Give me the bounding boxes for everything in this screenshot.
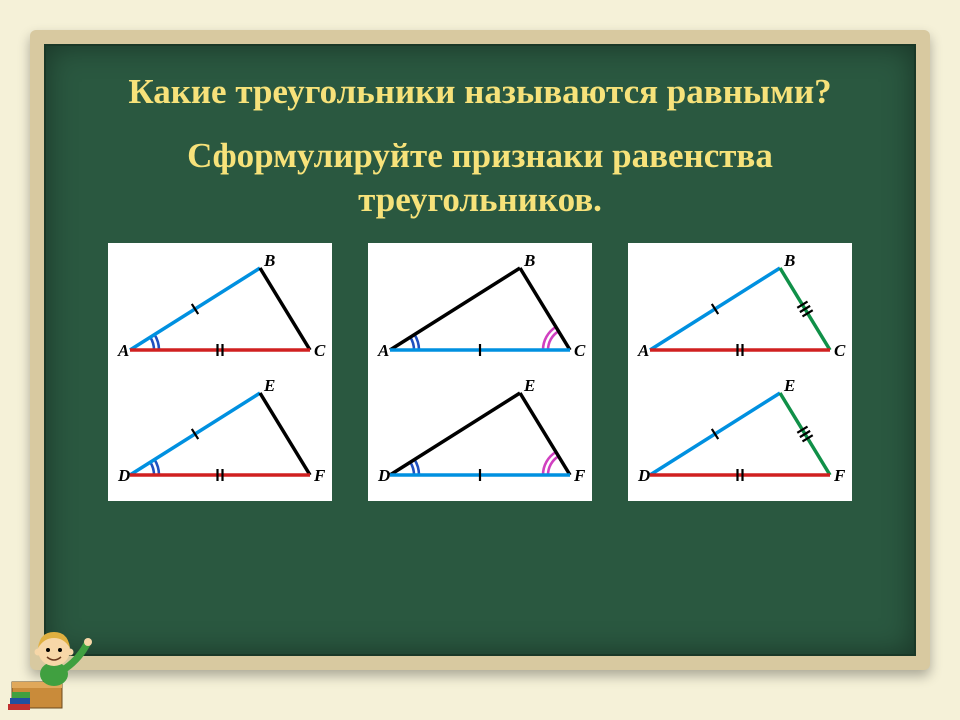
svg-text:F: F [313,466,326,485]
triangle-sss-top: A B C [632,250,848,370]
svg-text:F: F [573,466,586,485]
heading-2: Сформулируйте признаки равенства треугол… [96,134,864,222]
svg-text:C: C [314,341,326,360]
triangle-sas-bottom: D E F [112,375,328,495]
triangle-asa-bottom: D E F [372,375,588,495]
student-illustration [6,608,96,718]
svg-text:D: D [637,466,650,485]
svg-text:A: A [377,341,389,360]
svg-text:E: E [523,376,535,395]
svg-text:D: D [377,466,390,485]
triangle-grid: A B C D E F A B C D E F A B C [108,243,852,501]
criterion-panel-sss: A B C D E F [628,243,852,501]
svg-text:D: D [117,466,130,485]
criterion-panel-sas: A B C D E F [108,243,332,501]
triangle-sas-top: A B C [112,250,328,370]
svg-text:C: C [574,341,586,360]
svg-text:B: B [783,251,795,270]
svg-text:B: B [523,251,535,270]
svg-text:E: E [263,376,275,395]
svg-text:E: E [783,376,795,395]
triangle-asa-top: A B C [372,250,588,370]
chalkboard: Какие треугольники называются равными? С… [44,44,916,656]
heading-1: Какие треугольники называются равными? [128,70,831,114]
criterion-panel-asa: A B C D E F [368,243,592,501]
svg-text:A: A [637,341,649,360]
svg-text:A: A [117,341,129,360]
svg-text:C: C [834,341,846,360]
chalkboard-frame: Какие треугольники называются равными? С… [30,30,930,670]
svg-text:F: F [833,466,846,485]
triangle-sss-bottom: D E F [632,375,848,495]
svg-text:B: B [263,251,275,270]
